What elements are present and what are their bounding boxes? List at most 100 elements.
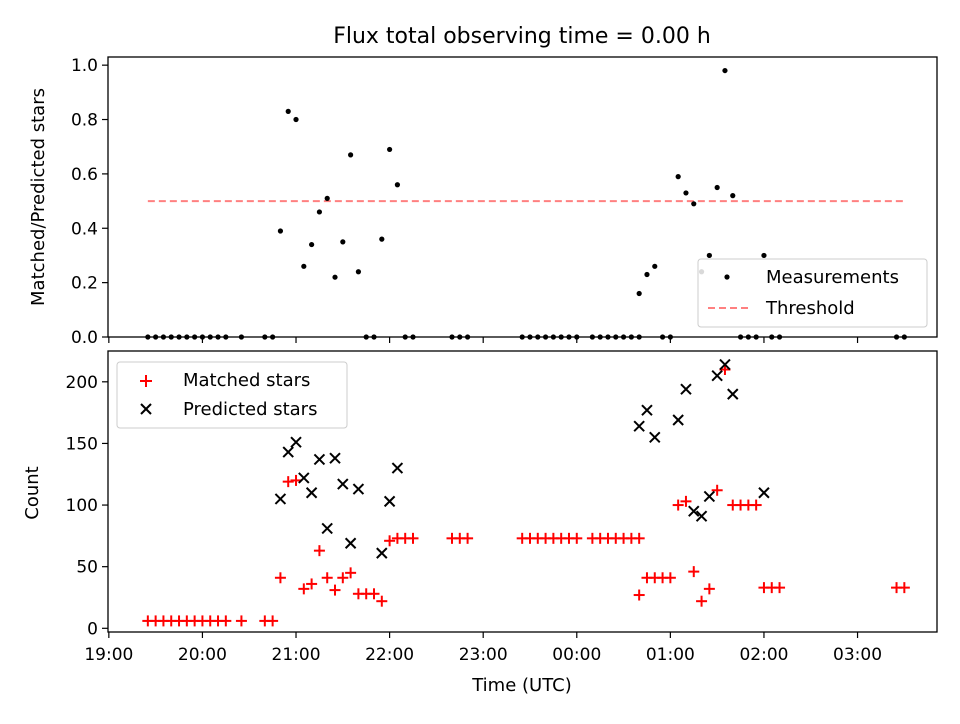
- top-title: Flux total observing time = 0.00 h: [333, 24, 711, 49]
- measurement-point: [145, 334, 150, 339]
- measurement-point: [613, 334, 618, 339]
- top-ytick-label: 0.8: [71, 111, 98, 131]
- matched-star-point: [899, 582, 910, 593]
- measurement-point: [535, 334, 540, 339]
- matched-star-point: [236, 615, 247, 626]
- bottom-xtick-label: 03:00: [833, 645, 882, 665]
- measurement-point: [754, 334, 759, 339]
- matched-star-point: [283, 476, 294, 487]
- predicted-star-point: [322, 523, 332, 533]
- measurement-point: [527, 334, 532, 339]
- measurement-point: [286, 109, 291, 114]
- measurement-point: [637, 291, 642, 296]
- matched-star-point: [774, 582, 785, 593]
- matched-star-point: [751, 500, 762, 511]
- top-ytick-label: 0.6: [71, 165, 98, 185]
- predicted-star-point: [642, 405, 652, 415]
- measurement-point: [629, 334, 634, 339]
- measurement-point: [457, 334, 462, 339]
- measurement-point: [777, 334, 782, 339]
- measurement-point: [465, 334, 470, 339]
- predicted-star-point: [704, 491, 714, 501]
- matched-star-point: [571, 533, 582, 544]
- measurement-point: [317, 209, 322, 214]
- matched-star-point: [665, 572, 676, 583]
- measurement-point: [293, 117, 298, 122]
- measurement-point: [223, 334, 228, 339]
- bottom-y-axis: 0 50 100 150 200: [66, 373, 108, 639]
- measurement-point: [239, 334, 244, 339]
- measurement-point: [761, 253, 766, 258]
- measurement-point: [730, 193, 735, 198]
- legend-predicted-label: Predicted stars: [183, 399, 317, 420]
- measurement-point: [371, 334, 376, 339]
- top-y-axis: 0.0 0.2 0.4 0.6 0.8 1.0: [71, 56, 108, 348]
- predicted-star-point: [314, 454, 324, 464]
- measurement-point: [153, 334, 158, 339]
- predicted-star-point: [330, 453, 340, 463]
- top-ytick-label: 0.4: [71, 219, 98, 239]
- predicted-star-point: [377, 548, 387, 558]
- measurement-point: [676, 174, 681, 179]
- measurement-point: [520, 334, 525, 339]
- measurement-point: [722, 68, 727, 73]
- legend-threshold-label: Threshold: [765, 298, 855, 319]
- chart-figure: Flux total observing time = 0.00 h 0.00.…: [0, 0, 960, 720]
- measurement-point: [325, 196, 330, 201]
- bottom-ytick-label: 100: [66, 496, 98, 516]
- matched-star-point: [345, 567, 356, 578]
- measurement-point: [707, 253, 712, 258]
- bottom-xtick-label: 20:00: [178, 645, 227, 665]
- predicted-star-point: [392, 463, 402, 473]
- matched-star-point: [330, 585, 341, 596]
- predicted-star-point: [338, 479, 348, 489]
- predicted-star-point: [275, 494, 285, 504]
- matched-star-point: [376, 596, 387, 607]
- matched-star-point: [291, 475, 302, 486]
- measurement-point: [262, 334, 267, 339]
- top-ytick-label: 0.2: [71, 274, 98, 294]
- measurement-point: [387, 147, 392, 152]
- measurement-point: [683, 190, 688, 195]
- matched-star-point: [275, 572, 286, 583]
- top-legend: Measurements Threshold: [698, 259, 927, 327]
- bottom-xtick-label: 01:00: [646, 645, 695, 665]
- top-ytick-label: 0.0: [71, 328, 98, 348]
- matched-star-point: [369, 588, 380, 599]
- bottom-ytick-label: 50: [76, 558, 98, 578]
- predicted-star-point: [385, 496, 395, 506]
- measurement-point: [715, 185, 720, 190]
- measurement-point: [176, 334, 181, 339]
- predicted-star-point: [759, 488, 769, 498]
- measurement-point: [395, 182, 400, 187]
- predicted-star-point: [681, 384, 691, 394]
- measurement-point: [301, 264, 306, 269]
- bottom-panel: 050100150200 19:00 20:00 21:00 22:00 23:00 00…: [22, 351, 937, 696]
- measurement-point: [348, 152, 353, 157]
- matched-star-point: [688, 566, 699, 577]
- bottom-xtick-label: 22:00: [365, 645, 414, 665]
- measurement-point: [551, 334, 556, 339]
- top-ytick-label: 1.0: [71, 56, 98, 76]
- bottom-xtick-label: 02:00: [739, 645, 788, 665]
- measurement-point: [566, 334, 571, 339]
- measurement-point: [559, 334, 564, 339]
- predicted-star-point: [712, 371, 722, 381]
- measurement-point: [379, 237, 384, 242]
- predicted-star-point: [346, 538, 356, 548]
- measurement-point: [691, 201, 696, 206]
- measurement-point: [660, 334, 665, 339]
- top-panel: Flux total observing time = 0.00 h 0.00.…: [28, 24, 937, 348]
- legend-measurements-label: Measurements: [766, 267, 899, 288]
- measurement-point: [738, 334, 743, 339]
- measurement-point: [192, 334, 197, 339]
- predicted-star-point: [353, 484, 363, 494]
- measurement-point: [270, 334, 275, 339]
- bottom-xtick-label: 21:00: [272, 645, 321, 665]
- measurement-point: [598, 334, 603, 339]
- measurement-point: [574, 334, 579, 339]
- matched-star-point: [696, 596, 707, 607]
- measurement-point: [161, 334, 166, 339]
- measurement-point: [543, 334, 548, 339]
- bottom-y-label: Count: [22, 466, 43, 519]
